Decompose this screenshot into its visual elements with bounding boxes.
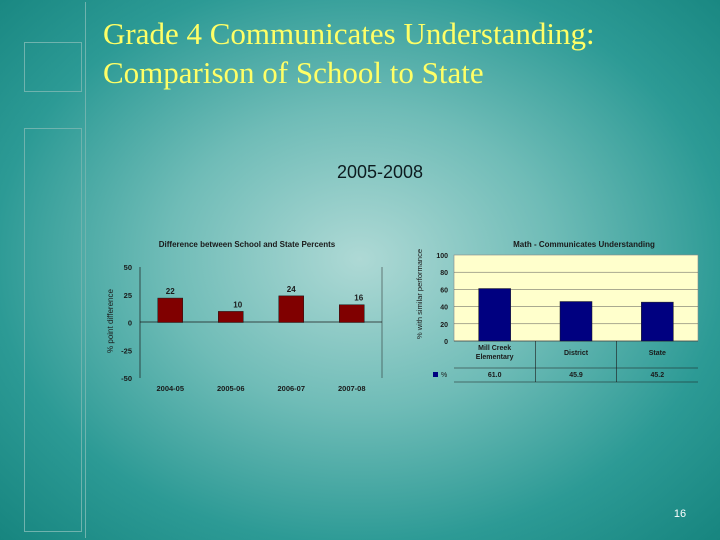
bar bbox=[339, 304, 365, 323]
slide-title-line2: Comparison of School to State bbox=[103, 55, 484, 90]
y-axis-label: % point difference bbox=[106, 289, 115, 353]
y-tick-label: 0 bbox=[444, 339, 448, 346]
data-label: 22 bbox=[166, 287, 175, 296]
y-tick-label: 80 bbox=[440, 270, 448, 277]
bar bbox=[157, 297, 183, 323]
slide-title-line1: Grade 4 Communicates Understanding: bbox=[103, 16, 595, 51]
data-label: 16 bbox=[354, 294, 363, 303]
bar bbox=[218, 311, 244, 323]
data-label: 24 bbox=[287, 285, 296, 294]
bar bbox=[478, 288, 511, 342]
bar bbox=[641, 301, 674, 342]
chart-title: Difference between School and State Perc… bbox=[159, 240, 336, 249]
legend-label: % bbox=[441, 372, 447, 379]
y-axis-label: % with similar performance bbox=[415, 249, 424, 339]
slide-number: 16 bbox=[673, 508, 687, 520]
difference-chart: Difference between School and State Perc… bbox=[106, 240, 383, 393]
data-label: 10 bbox=[233, 300, 242, 309]
y-tick-label: 100 bbox=[436, 253, 448, 260]
frame-line-vertical bbox=[85, 2, 86, 538]
category-label: State bbox=[649, 350, 666, 357]
frame-rect-top bbox=[24, 42, 82, 92]
table-value: 61.0 bbox=[488, 372, 502, 379]
x-tick-label: 2005-06 bbox=[217, 384, 245, 393]
bar bbox=[278, 295, 304, 323]
category-label: District bbox=[564, 350, 589, 357]
y-tick-label: 50 bbox=[124, 263, 132, 272]
y-tick-label: 0 bbox=[128, 319, 132, 328]
y-tick-label: 20 bbox=[440, 322, 448, 329]
y-tick-label: 60 bbox=[440, 287, 448, 294]
table-value: 45.9 bbox=[569, 372, 583, 379]
category-label: Mill Creek Elementary bbox=[476, 345, 514, 361]
table-value: 45.2 bbox=[651, 372, 665, 379]
y-tick-label: -50 bbox=[121, 374, 132, 383]
x-tick-label: 2004-05 bbox=[156, 384, 184, 393]
slide-title: Grade 4 Communicates Understanding: Comp… bbox=[103, 14, 703, 92]
x-tick-label: 2006-07 bbox=[277, 384, 305, 393]
y-tick-label: -25 bbox=[121, 346, 132, 355]
bar bbox=[559, 301, 593, 342]
y-tick-label: 25 bbox=[124, 291, 132, 300]
math-communicates-chart: Math - Communicates Understanding % with… bbox=[415, 240, 699, 383]
x-tick-label: 2007-08 bbox=[338, 384, 366, 393]
frame-rect-side bbox=[24, 128, 82, 532]
slide-subtitle: 2005-2008 bbox=[336, 162, 424, 182]
y-tick-label: 40 bbox=[440, 305, 448, 312]
legend-swatch bbox=[433, 372, 438, 377]
chart-title: Math - Communicates Understanding bbox=[513, 240, 655, 249]
